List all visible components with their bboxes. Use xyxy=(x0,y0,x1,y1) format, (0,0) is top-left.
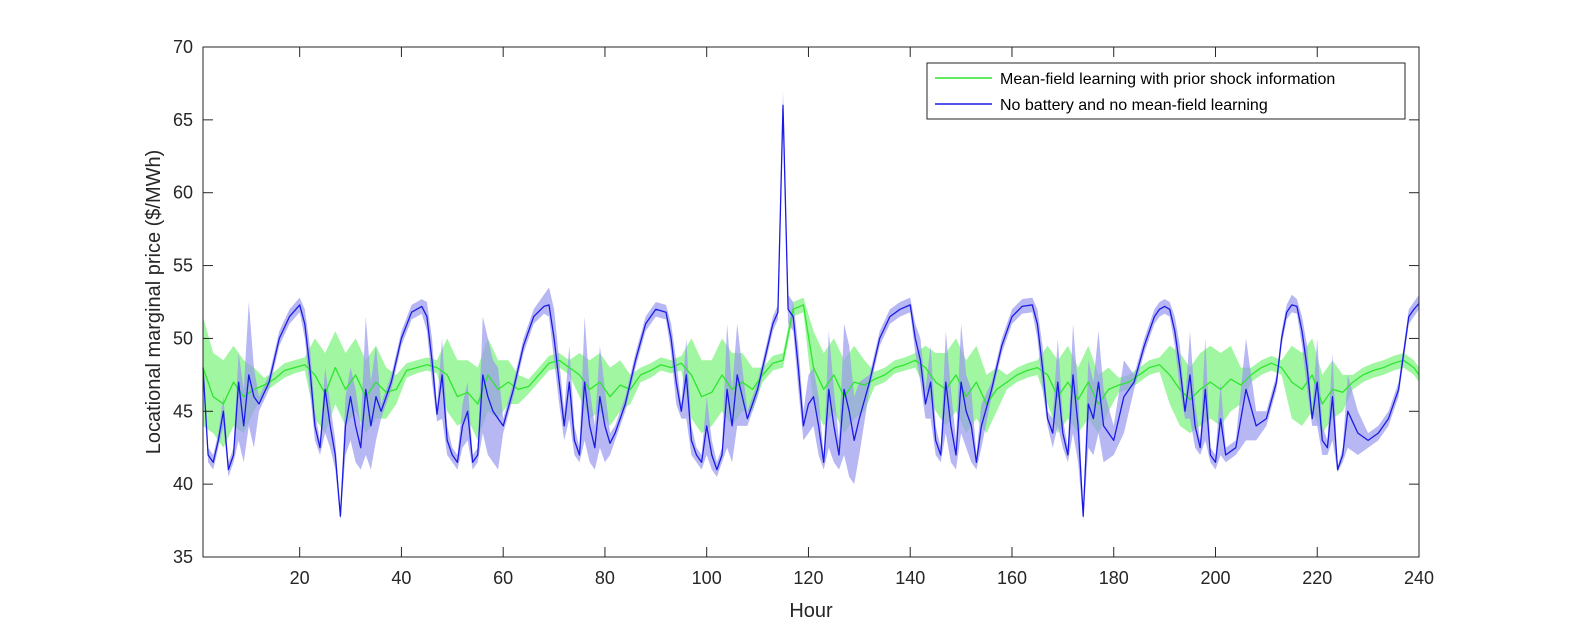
y-tick-label: 40 xyxy=(173,474,193,494)
x-tick-label: 120 xyxy=(793,568,823,588)
x-tick-label: 200 xyxy=(1200,568,1230,588)
x-axis-title: Hour xyxy=(789,600,833,622)
x-tick-label: 80 xyxy=(595,568,615,588)
plot-frame xyxy=(202,46,1420,558)
y-tick-label: 45 xyxy=(173,401,193,421)
x-tick-label: 60 xyxy=(493,568,513,588)
y-tick-label: 55 xyxy=(173,256,193,276)
legend-label-blue: No battery and no mean-field learning xyxy=(1000,97,1268,114)
y-tick-label: 50 xyxy=(173,328,193,348)
x-tick-label: 140 xyxy=(895,568,925,588)
plot-area xyxy=(203,47,1419,557)
y-tick-label: 70 xyxy=(173,37,193,57)
x-axis: 20 40 60 80 100 120 140 160 180 200 220 240 xyxy=(290,47,1434,588)
y-tick-label: 60 xyxy=(173,183,193,203)
legend: Mean-field learning with prior shock inf… xyxy=(926,62,1406,120)
x-tick-label: 160 xyxy=(997,568,1027,588)
x-tick-label: 220 xyxy=(1302,568,1332,588)
legend-label-green: Mean-field learning with prior shock inf… xyxy=(1000,71,1335,88)
y-tick-label: 35 xyxy=(173,547,193,567)
y-axis-title: Locational marginal price ($/MWh) xyxy=(143,150,165,455)
series-lines xyxy=(202,104,1420,517)
x-tick-label: 100 xyxy=(692,568,722,588)
series-line-green xyxy=(202,304,1420,405)
y-axis: 35 40 45 50 55 60 65 70 xyxy=(173,37,1419,567)
x-tick-label: 240 xyxy=(1404,568,1434,588)
legend-box xyxy=(926,62,1406,120)
x-tick-label: 20 xyxy=(290,568,310,588)
series-line-blue xyxy=(202,104,1420,517)
y-tick-label: 65 xyxy=(173,110,193,130)
x-tick-label: 40 xyxy=(391,568,411,588)
x-tick-label: 180 xyxy=(1099,568,1129,588)
